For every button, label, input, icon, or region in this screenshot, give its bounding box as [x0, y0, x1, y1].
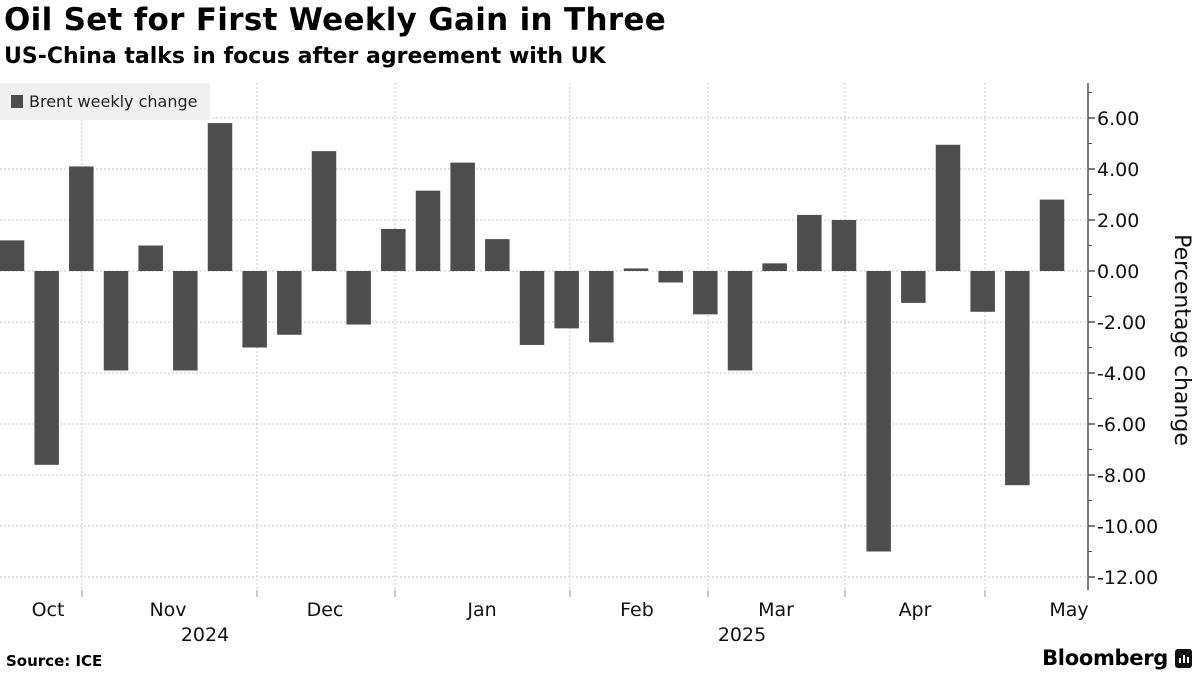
chart-subtitle: US-China talks in focus after agreement … — [4, 44, 606, 69]
bar — [935, 144, 961, 271]
bar — [242, 271, 267, 348]
bar — [901, 271, 926, 303]
bar — [623, 268, 649, 271]
bar — [658, 271, 683, 283]
x-axis: Oct Nov Dec Jan Feb Mar Apr May 2024 2025 — [32, 590, 1089, 646]
legend-label: Brent weekly change — [29, 92, 198, 111]
bar — [207, 123, 233, 271]
y-tick-label: -8.00 — [1097, 465, 1146, 487]
y-tick-label: -4.00 — [1097, 363, 1146, 385]
x-tick-label: Apr — [899, 599, 932, 621]
bar — [519, 271, 545, 345]
bar — [866, 271, 891, 552]
x-tick-label: Dec — [307, 599, 344, 621]
bars — [0, 123, 1065, 552]
x-tick-label: Nov — [149, 599, 186, 621]
bar — [1005, 271, 1030, 486]
x-tick-label: Jan — [466, 599, 496, 621]
bar — [381, 228, 406, 271]
bar — [173, 271, 198, 371]
bar — [831, 220, 857, 271]
y-tick-label: -12.00 — [1097, 567, 1158, 589]
bar — [138, 245, 163, 271]
y-axis-label: Percentage change — [1169, 234, 1194, 446]
x-tick-label: Mar — [758, 599, 794, 621]
bar — [103, 271, 129, 371]
chart-title: Oil Set for First Weekly Gain in Three — [4, 2, 667, 38]
bar — [693, 271, 718, 315]
y-tick-label: -6.00 — [1097, 414, 1146, 436]
bar — [450, 162, 475, 271]
bar — [1039, 199, 1065, 271]
bar — [415, 190, 441, 271]
bar — [970, 271, 995, 312]
bar — [727, 271, 753, 371]
bar — [762, 263, 787, 271]
source-note: Source: ICE — [6, 652, 103, 670]
y-tick-label: -10.00 — [1097, 516, 1158, 538]
bar — [589, 271, 614, 343]
bar — [554, 271, 579, 329]
brand-name: Bloomberg — [1042, 646, 1168, 670]
x-tick-label: Oct — [32, 599, 65, 621]
bar — [277, 271, 302, 335]
y-axis: 6.00 4.00 2.00 0.00 -2.00 -4.00 -6.00 -8.00 -10.… — [1087, 83, 1158, 590]
bloomberg-chart-icon — [1175, 648, 1192, 668]
bar — [311, 151, 337, 271]
bloomberg-logo: Bloomberg — [1042, 646, 1192, 670]
bar — [34, 271, 59, 465]
x-year-label: 2024 — [181, 624, 229, 646]
bar — [485, 239, 510, 271]
x-tick-label: Feb — [620, 599, 654, 621]
bar — [346, 271, 371, 325]
y-tick-label: 6.00 — [1097, 108, 1139, 130]
y-tick-label: 2.00 — [1097, 210, 1139, 232]
x-tick-label: May — [1049, 599, 1088, 621]
bar — [69, 166, 94, 271]
legend: Brent weekly change — [0, 83, 210, 120]
y-tick-label: -2.00 — [1097, 312, 1146, 334]
y-tick-label: 0.00 — [1097, 261, 1139, 283]
bar — [0, 240, 25, 271]
x-year-label: 2025 — [718, 624, 766, 646]
y-tick-label: 4.00 — [1097, 159, 1139, 181]
legend-swatch — [11, 95, 23, 108]
bar — [797, 214, 822, 271]
